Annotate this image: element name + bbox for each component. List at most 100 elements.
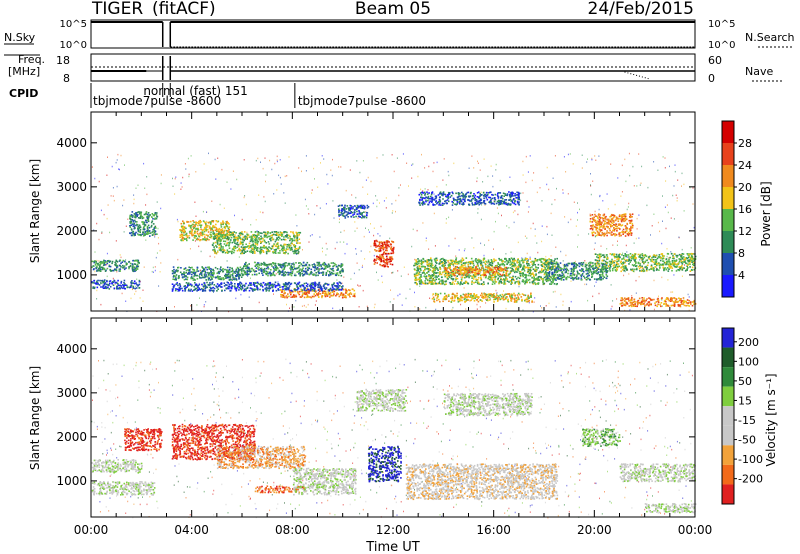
power-speckle [395, 199, 397, 202]
power-speckle [258, 301, 260, 304]
power-speckle [598, 155, 600, 157]
velocity-speckle [436, 431, 438, 433]
power-speckle [160, 262, 162, 264]
power-colorbar-swatch [722, 275, 734, 297]
power-speckle [626, 208, 628, 211]
velocity-speckle [210, 471, 212, 473]
power-speckle [567, 193, 569, 195]
power-echo-band [413, 257, 559, 286]
power-speckle [304, 198, 306, 201]
velocity-speckle [532, 377, 534, 379]
power-speckle [532, 310, 534, 313]
power-speckle [393, 170, 395, 173]
power-speckle [236, 178, 238, 181]
velocity-speckle [426, 370, 428, 372]
power-speckle [219, 203, 221, 206]
velocity-colorbar-tick-label: 200 [738, 336, 759, 349]
power-speckle [567, 221, 569, 224]
velocity-speckle [563, 428, 565, 430]
power-speckle [307, 303, 309, 306]
velocity-speckle [243, 444, 245, 446]
power-speckle [288, 156, 290, 158]
power-echo-band [589, 213, 634, 237]
power-speckle [522, 174, 524, 176]
power-speckle [614, 203, 616, 206]
radar-name: TIGER [91, 0, 143, 19]
velocity-speckle [375, 461, 377, 463]
velocity-speckle [250, 497, 251, 500]
velocity-speckle [127, 500, 129, 503]
power-speckle [653, 161, 655, 163]
power-speckle [160, 207, 162, 210]
velocity-speckle [540, 408, 542, 410]
velocity-speckle [580, 511, 582, 513]
velocity-speckle [549, 382, 551, 384]
power-speckle [661, 305, 663, 307]
velocity-speckle [144, 441, 146, 443]
power-speckle [562, 300, 564, 303]
power-speckle [383, 200, 385, 202]
velocity-speckle [451, 457, 453, 460]
power-speckle [358, 269, 360, 271]
velocity-xtick-label: 20:00 [577, 523, 612, 537]
power-speckle [635, 279, 637, 282]
velocity-speckle [570, 364, 572, 367]
velocity-speckle [691, 374, 693, 377]
velocity-speckle [227, 512, 229, 514]
power-speckle [606, 193, 608, 195]
power-speckle [473, 247, 475, 249]
velocity-speckle [145, 428, 146, 430]
velocity-speckle [150, 391, 152, 394]
power-speckle [621, 164, 623, 167]
power-speckle [428, 248, 430, 250]
velocity-speckle [112, 363, 114, 366]
velocity-speckle [159, 435, 161, 437]
velocity-speckle [178, 463, 180, 465]
power-speckle [155, 256, 157, 259]
velocity-speckle [532, 447, 534, 449]
velocity-speckle [184, 419, 186, 422]
velocity-speckle [222, 390, 224, 392]
velocity-speckle [460, 409, 462, 412]
velocity-speckle [283, 466, 285, 469]
velocity-speckle [157, 507, 159, 509]
power-speckle [414, 306, 416, 308]
power-speckle [662, 220, 663, 222]
power-speckle [406, 162, 408, 164]
velocity-speckle [298, 504, 300, 506]
nave-label: Nave [745, 65, 773, 78]
power-speckle [133, 198, 135, 201]
velocity-speckle [291, 392, 293, 395]
velocity-speckle [652, 365, 654, 368]
power-speckle [638, 153, 640, 155]
power-speckle [370, 245, 372, 248]
power-speckle [280, 295, 282, 298]
velocity-speckle [379, 486, 380, 488]
velocity-speckle [684, 448, 686, 451]
velocity-speckle [617, 383, 619, 385]
velocity-speckle [109, 475, 111, 477]
velocity-colorbar-tick-label: -200 [738, 473, 763, 486]
velocity-speckle [500, 360, 502, 363]
velocity-speckle [448, 496, 450, 498]
velocity-speckle [631, 507, 633, 509]
power-speckle [514, 210, 516, 212]
velocity-speckle [507, 509, 508, 512]
velocity-speckle [116, 495, 117, 497]
power-speckle [572, 163, 574, 165]
velocity-speckle [671, 448, 673, 451]
velocity-speckle [112, 421, 114, 424]
velocity-speckle [139, 503, 141, 506]
velocity-echo-band [405, 463, 559, 501]
power-speckle [143, 266, 145, 268]
power-speckle [107, 156, 108, 158]
velocity-speckle [179, 411, 181, 414]
power-speckle [307, 208, 309, 210]
power-speckle [464, 248, 466, 250]
velocity-speckle [669, 445, 671, 448]
velocity-speckle [638, 466, 640, 468]
velocity-speckle [259, 478, 261, 480]
power-speckle [246, 231, 248, 234]
power-speckle [143, 162, 145, 165]
velocity-speckle [191, 393, 193, 395]
